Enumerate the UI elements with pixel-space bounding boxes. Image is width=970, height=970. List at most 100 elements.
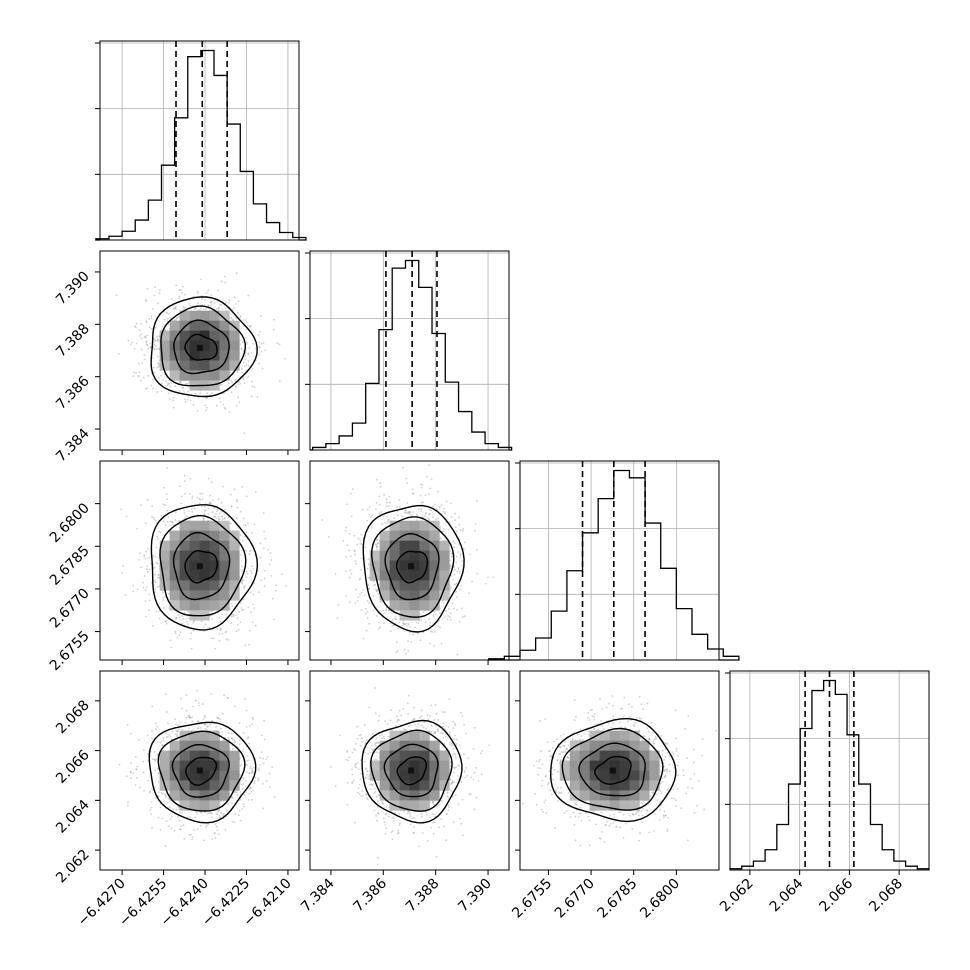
- scatter-point: [455, 561, 458, 564]
- scatter-point: [458, 516, 460, 519]
- scatter-point: [174, 519, 177, 521]
- scatter-point: [248, 643, 251, 646]
- scatter-point: [186, 623, 189, 625]
- scatter-point: [148, 599, 151, 602]
- scatter-point: [239, 510, 242, 513]
- scatter-point: [145, 321, 148, 324]
- density-cell: [199, 360, 210, 371]
- scatter-point: [188, 381, 190, 383]
- scatter-point: [150, 315, 153, 318]
- scatter-point: [366, 508, 369, 511]
- panel-frame: [519, 460, 720, 661]
- scatter-point: [251, 385, 254, 388]
- scatter-point: [183, 838, 186, 840]
- scatter-point: [236, 371, 239, 374]
- scatter-point: [174, 307, 177, 309]
- scatter-point: [191, 838, 194, 841]
- scatter-point: [240, 607, 243, 609]
- scatter-point: [172, 406, 175, 409]
- scatter-point: [420, 613, 422, 616]
- density-cell: [209, 370, 220, 381]
- scatter-point: [449, 616, 451, 619]
- scatter-point: [223, 517, 226, 519]
- scatter-point: [179, 380, 182, 383]
- scatter-point: [241, 486, 244, 488]
- scatter-point: [154, 588, 157, 591]
- scatter-point: [455, 582, 458, 585]
- scatter-point: [208, 626, 211, 629]
- scatter-point: [285, 585, 288, 587]
- panel-2-0: [95, 460, 300, 665]
- scatter-point: [420, 510, 422, 512]
- scatter-point: [454, 568, 456, 571]
- scatter-point: [158, 289, 161, 292]
- scatter-point: [145, 299, 147, 301]
- scatter-point: [237, 628, 240, 631]
- scatter-point: [474, 529, 476, 532]
- scatter-point: [447, 615, 450, 617]
- scatter-point: [178, 289, 181, 291]
- scatter-point: [358, 578, 361, 581]
- scatter-point: [256, 396, 259, 399]
- scatter-point: [395, 641, 398, 644]
- scatter-point: [244, 355, 247, 357]
- scatter-point: [247, 294, 250, 297]
- scatter-point: [164, 328, 167, 331]
- scatter-point: [411, 488, 414, 491]
- scatter-point: [133, 371, 135, 374]
- scatter-point: [236, 793, 239, 796]
- scatter-point: [145, 550, 148, 553]
- scatter-point: [157, 574, 160, 576]
- scatter-point: [278, 343, 281, 346]
- scatter-point: [241, 581, 244, 583]
- scatter-point: [423, 515, 426, 517]
- scatter-point: [146, 734, 149, 737]
- scatter-point: [125, 515, 128, 518]
- scatter-point: [240, 368, 243, 370]
- scatter-point: [178, 616, 181, 619]
- scatter-point: [159, 829, 162, 831]
- scatter-point: [199, 499, 202, 501]
- scatter-point: [217, 307, 219, 309]
- scatter-point: [265, 780, 268, 782]
- scatter-point: [428, 624, 431, 627]
- scatter-point: [242, 377, 245, 380]
- scatter-point: [239, 382, 242, 385]
- scatter-point: [147, 347, 150, 350]
- scatter-point: [243, 381, 246, 384]
- scatter-point: [367, 563, 370, 566]
- density-cell: [229, 350, 240, 361]
- scatter-point: [247, 324, 249, 327]
- scatter-point: [238, 739, 241, 742]
- scatter-point: [345, 570, 347, 573]
- scatter-point: [204, 404, 207, 407]
- scatter-point: [241, 549, 243, 551]
- scatter-point: [432, 516, 434, 519]
- scatter-point: [369, 516, 372, 519]
- scatter-point: [161, 591, 164, 594]
- scatter-point: [428, 464, 430, 466]
- scatter-point: [156, 335, 159, 338]
- scatter-point: [204, 505, 206, 508]
- scatter-point: [189, 638, 192, 640]
- scatter-point: [183, 480, 186, 482]
- scatter-point: [175, 305, 177, 308]
- scatter-point: [259, 556, 262, 559]
- scatter-point: [216, 817, 219, 820]
- scatter-point: [173, 307, 176, 310]
- scatter-point: [207, 304, 210, 307]
- scatter-point: [153, 348, 156, 350]
- scatter-point: [239, 315, 242, 317]
- scatter-point: [376, 539, 378, 541]
- scatter-point: [245, 570, 248, 573]
- scatter-point: [393, 617, 396, 620]
- scatter-point: [452, 578, 455, 581]
- scatter-point: [408, 511, 410, 514]
- scatter-point: [364, 546, 367, 549]
- density-cell: [389, 600, 400, 611]
- scatter-point: [248, 759, 251, 762]
- scatter-point: [452, 540, 454, 543]
- scatter-point: [143, 555, 146, 558]
- scatter-point: [251, 532, 253, 535]
- scatter-point: [429, 642, 431, 645]
